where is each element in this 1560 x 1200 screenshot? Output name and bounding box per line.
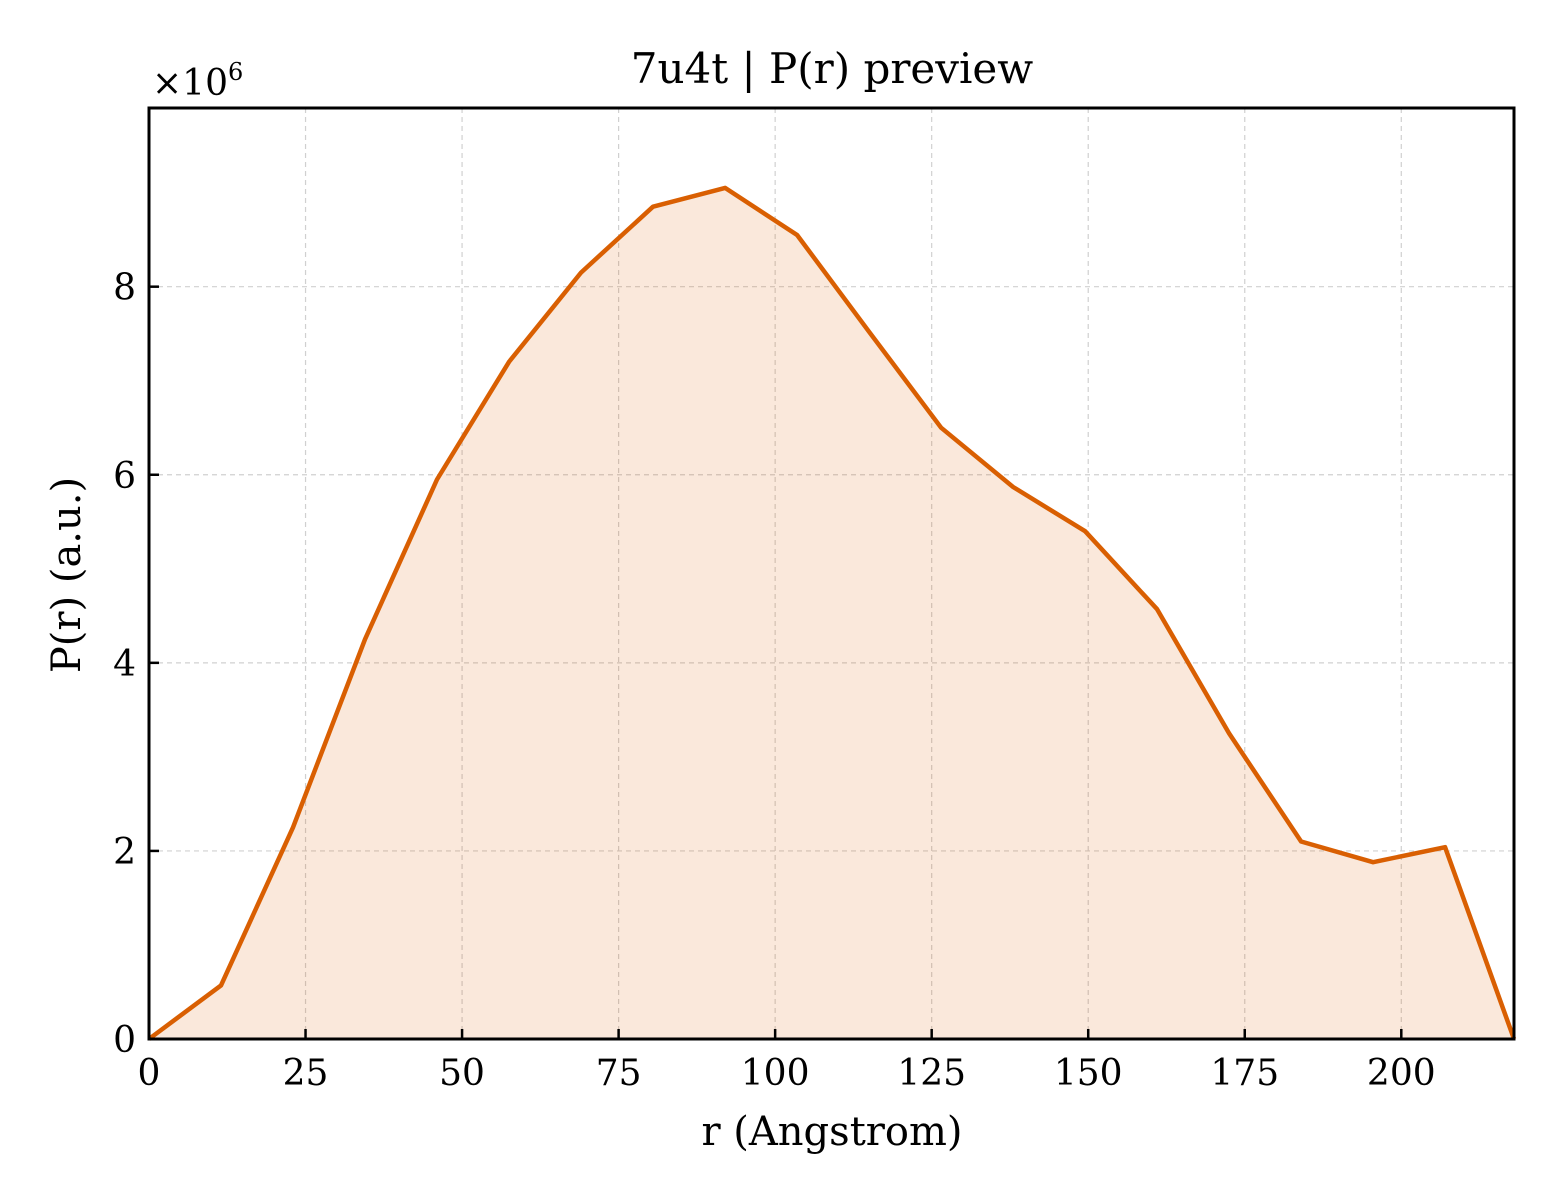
- y-axis-ticks: 0 2 4 6 8: [113, 268, 159, 1061]
- y-tick-label: 2: [113, 832, 136, 873]
- data-point: [1299, 840, 1303, 843]
- y-tick-label: 6: [113, 456, 136, 497]
- y-tick-label: 4: [113, 644, 136, 685]
- x-tick-label: 100: [741, 1053, 810, 1094]
- data-point: [1011, 485, 1015, 489]
- pr-series-line: [147, 185, 1517, 1041]
- data-point: [219, 983, 223, 987]
- y-tick-label: 0: [113, 1020, 136, 1061]
- x-axis-ticks: 0 25 50 75 100 125 150 175 200: [138, 1029, 1436, 1094]
- data-point: [363, 637, 367, 641]
- data-point: [723, 186, 727, 190]
- grid-lines: [149, 108, 1514, 1039]
- x-axis-label: r (Angstrom): [701, 1109, 962, 1155]
- data-point: [507, 360, 511, 364]
- data-point: [435, 478, 439, 481]
- x-tick-label: 175: [1210, 1053, 1279, 1094]
- data-point: [1155, 607, 1159, 611]
- data-point: [291, 825, 295, 829]
- y-axis-label: P(r) (a.u.): [44, 477, 90, 673]
- data-point: [795, 233, 799, 237]
- data-point: [867, 330, 871, 334]
- data-point: [1443, 845, 1447, 849]
- y-tick-label: 8: [113, 268, 136, 309]
- plot-frame: [147, 106, 1516, 1041]
- x-tick-label: 50: [439, 1053, 485, 1094]
- chart-title: 7u4t | P(r) preview: [631, 44, 1034, 93]
- x-tick-label: 200: [1367, 1053, 1436, 1094]
- x-tick-label: 0: [138, 1053, 161, 1094]
- x-tick-label: 150: [1054, 1053, 1123, 1094]
- data-point: [1083, 529, 1087, 533]
- y-multiplier: ×106: [152, 58, 243, 104]
- data-point: [651, 205, 655, 209]
- x-tick-label: 75: [596, 1053, 642, 1094]
- data-point: [579, 271, 583, 275]
- x-tick-label: 25: [283, 1053, 329, 1094]
- data-point: [1227, 731, 1231, 735]
- x-tick-label: 125: [897, 1053, 966, 1094]
- data-point: [1371, 860, 1375, 864]
- data-point: [939, 426, 943, 430]
- pr-data-points: [147, 186, 1516, 1041]
- pr-area-fill: [149, 187, 1514, 1039]
